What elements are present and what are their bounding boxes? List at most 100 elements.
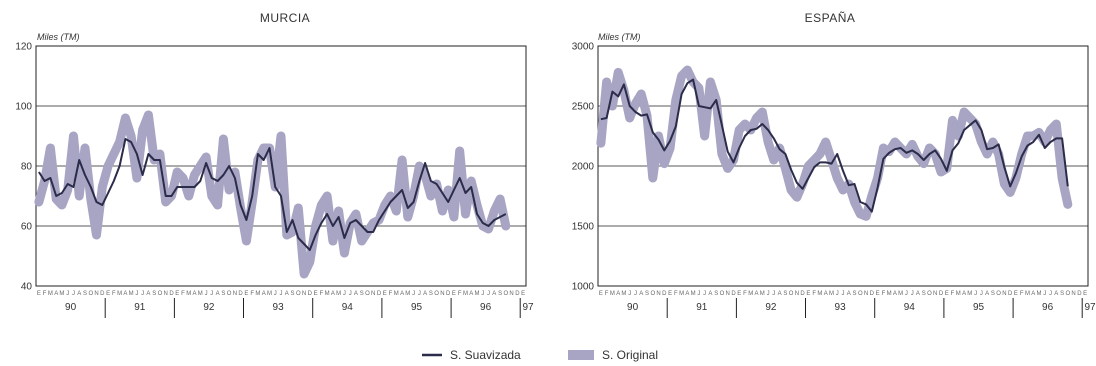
murcia-month-tick: A: [492, 291, 496, 297]
murcia-month-tick: A: [423, 291, 427, 297]
espana-month-tick: N: [933, 291, 937, 297]
espana-month-tick: A: [708, 291, 712, 297]
espana-month-tick: S: [1060, 291, 1064, 297]
legend-original-swatch: [568, 350, 594, 360]
murcia-y-tick-label: 120: [15, 42, 32, 53]
murcia-month-tick: A: [354, 291, 358, 297]
murcia-month-tick: F: [389, 291, 393, 297]
espana-month-tick: A: [847, 291, 851, 297]
espana-month-tick: M: [748, 291, 753, 297]
espana-month-tick: J: [628, 291, 631, 297]
murcia-month-tick: M: [255, 291, 260, 297]
murcia-plot-frame: [35, 45, 527, 287]
murcia-month-tick: F: [458, 291, 462, 297]
espana-month-tick: M: [621, 291, 626, 297]
espana-month-tick: M: [967, 291, 972, 297]
espana-year-label: 97: [1084, 302, 1096, 313]
murcia-month-tick: J: [141, 291, 144, 297]
murcia-month-tick: O: [158, 291, 163, 297]
murcia-month-tick: N: [164, 291, 168, 297]
murcia-month-tick: A: [285, 291, 289, 297]
murcia-month-tick: O: [434, 291, 439, 297]
murcia-year-label: 96: [480, 302, 492, 313]
murcia-month-tick: M: [186, 291, 191, 297]
espana-month-tick: N: [795, 291, 799, 297]
murcia-month-tick: J: [72, 291, 75, 297]
murcia-year-label: 90: [65, 302, 77, 313]
espana-year-label: 96: [1042, 302, 1054, 313]
espana-month-tick: F: [605, 291, 609, 297]
murcia-month-tick: E: [383, 291, 387, 297]
espana-year-label: 92: [765, 302, 777, 313]
murcia-month-tick: E: [244, 291, 248, 297]
legend-smoothed-label: S. Suavizada: [450, 348, 521, 362]
espana-month-tick: D: [800, 291, 805, 297]
murcia-month-tick: F: [43, 291, 47, 297]
espana-month-tick: F: [951, 291, 955, 297]
murcia-month-tick: J: [343, 291, 346, 297]
espana-month-tick: F: [882, 291, 886, 297]
espana-month-tick: O: [858, 291, 863, 297]
espana-plot-frame: [597, 45, 1089, 287]
espana-month-tick: J: [767, 291, 770, 297]
espana-month-tick: E: [1014, 291, 1018, 297]
espana-month-tick: N: [1071, 291, 1075, 297]
espana-month-tick: O: [927, 291, 932, 297]
murcia-month-tick: O: [503, 291, 508, 297]
murcia-original-series: [34, 110, 511, 279]
espana-month-tick: A: [893, 291, 897, 297]
espana-month-tick: A: [616, 291, 620, 297]
espana-month-tick: F: [674, 291, 678, 297]
murcia-year-label: 95: [411, 302, 423, 313]
espana-y-tick-label: 1500: [572, 222, 595, 233]
murcia-month-tick: O: [296, 291, 301, 297]
espana-month-tick: J: [911, 291, 914, 297]
espana-month-tick: M: [1025, 291, 1030, 297]
espana-month-tick: A: [685, 291, 689, 297]
murcia-month-tick: J: [66, 291, 69, 297]
murcia-month-tick: E: [175, 291, 179, 297]
espana-month-tick: N: [726, 291, 730, 297]
espana-month-tick: J: [842, 291, 845, 297]
espana-month-tick: A: [1031, 291, 1035, 297]
murcia-y-tick-label: 40: [21, 282, 33, 293]
murcia-y-tick-label: 80: [21, 162, 33, 173]
espana-month-tick: N: [656, 291, 660, 297]
espana-month-tick: J: [1043, 291, 1046, 297]
espana-y-tick-label: 2500: [572, 102, 595, 113]
espana-month-tick: D: [731, 291, 736, 297]
murcia-month-tick: M: [48, 291, 53, 297]
murcia-month-tick: S: [83, 291, 87, 297]
espana-month-tick: D: [1008, 291, 1013, 297]
murcia-year-label: 94: [342, 302, 354, 313]
murcia-month-tick: J: [280, 291, 283, 297]
murcia-month-tick: N: [94, 291, 98, 297]
espana-month-tick: O: [996, 291, 1001, 297]
espana-year-label: 91: [696, 302, 708, 313]
murcia-month-tick: J: [487, 291, 490, 297]
espana-y-tick-label: 1000: [572, 282, 595, 293]
espana-month-tick: J: [980, 291, 983, 297]
murcia-month-tick: A: [123, 291, 127, 297]
murcia-month-tick: A: [54, 291, 58, 297]
murcia-title: MURCIA: [260, 11, 310, 25]
murcia-month-tick: D: [377, 291, 382, 297]
murcia-month-tick: A: [400, 291, 404, 297]
espana-month-tick: D: [939, 291, 944, 297]
espana-month-tick: J: [1049, 291, 1052, 297]
espana-month-tick: F: [812, 291, 816, 297]
murcia-month-tick: J: [412, 291, 415, 297]
espana-month-tick: E: [945, 291, 949, 297]
espana-y-tick-label: 2000: [572, 162, 595, 173]
espana-month-tick: M: [1037, 291, 1042, 297]
espana-month-tick: O: [720, 291, 725, 297]
murcia-month-tick: M: [117, 291, 122, 297]
espana-month-tick: S: [922, 291, 926, 297]
murcia-month-tick: S: [498, 291, 502, 297]
espana-month-tick: M: [956, 291, 961, 297]
murcia-month-tick: M: [198, 291, 203, 297]
espana-month-tick: A: [824, 291, 828, 297]
murcia-month-tick: O: [227, 291, 232, 297]
espana-month-tick: O: [789, 291, 794, 297]
espana-title: ESPAÑA: [805, 11, 856, 25]
